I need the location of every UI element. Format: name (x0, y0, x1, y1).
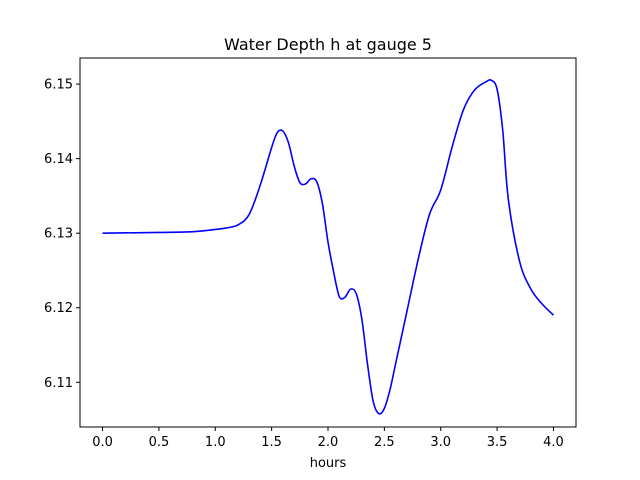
x-tick-label: 0.5 (149, 435, 170, 450)
chart-title: Water Depth h at gauge 5 (224, 35, 432, 54)
series-line-0 (102, 79, 555, 415)
y-tick-label: 6.15 (44, 78, 73, 93)
x-tick-label: 2.0 (318, 435, 339, 450)
y-tick-label: 6.14 (44, 152, 73, 167)
x-tick-label: 1.0 (205, 435, 226, 450)
x-tick-label: 2.5 (374, 435, 395, 450)
x-tick-label: 1.5 (261, 435, 282, 450)
x-tick-label: 3.5 (487, 435, 508, 450)
x-tick-label: 0.0 (92, 435, 113, 450)
plot-area (102, 79, 555, 415)
y-tick-label: 6.13 (44, 227, 73, 242)
x-tick-label: 3.0 (430, 435, 451, 450)
x-axis-label: hours (310, 456, 347, 471)
axes: 0.0 0.5 1.0 1.5 2.0 2.5 3.0 3.5 4.0 6.11 6.12 6.13 6… (44, 57, 577, 450)
y-tick-label: 6.12 (44, 301, 73, 316)
x-tick-label: 4.0 (543, 435, 564, 450)
y-tick-label: 6.11 (44, 376, 73, 391)
